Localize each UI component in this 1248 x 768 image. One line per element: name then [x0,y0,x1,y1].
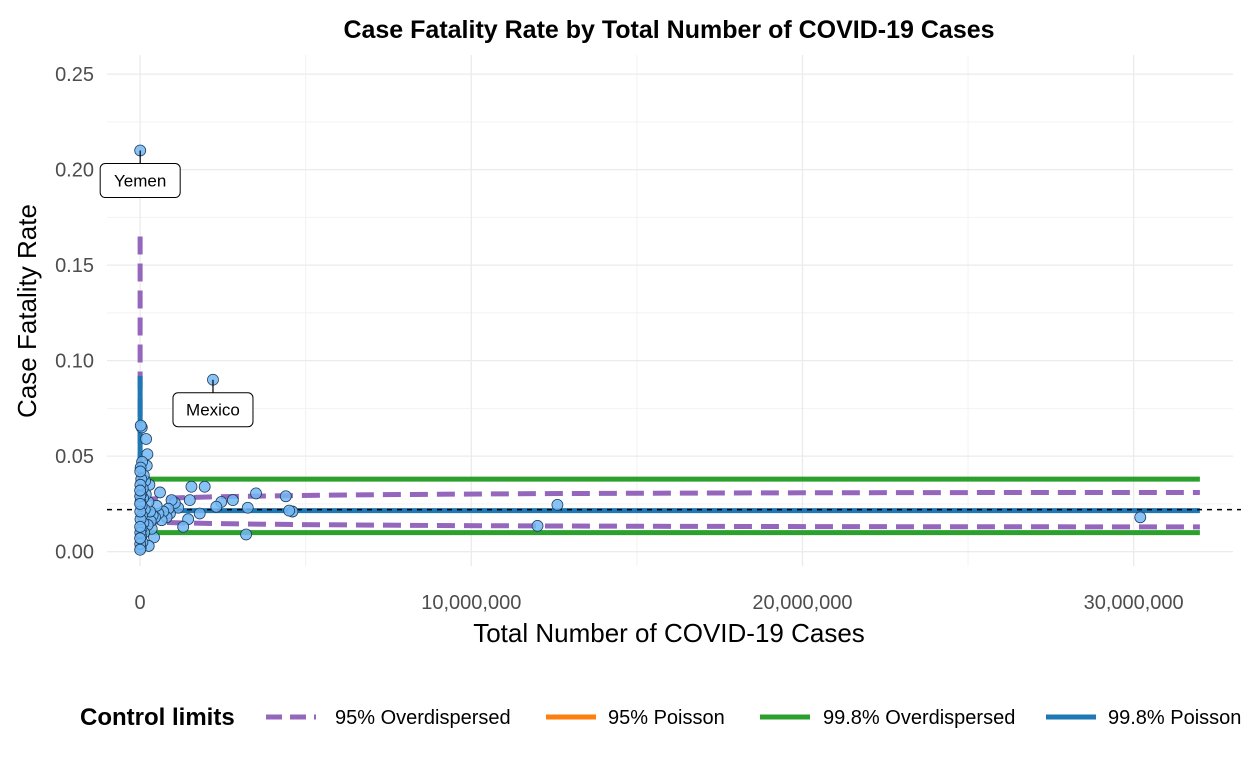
data-point [134,520,147,533]
x-tick-label: 20,000,000 [752,592,852,614]
data-point [240,528,252,541]
data-point [134,484,147,497]
y-tick-label: 0.25 [55,64,94,86]
legend-title: Control limits [80,704,235,731]
data-point [154,486,166,499]
grid-major [107,55,1233,566]
x-tick-label: 10,000,000 [421,592,521,614]
legend-label: 99.8% Poisson [1108,707,1241,729]
data-point [551,498,564,511]
y-tick-label: 0.20 [55,160,94,182]
legend-label: 95% Overdispersed [335,707,511,729]
limit-95-overdispersed-lower [138,518,1200,530]
y-axis-title: Case Fatality Rate [12,204,42,418]
x-axis-ticks: 0 10,000,000 20,000,000 30,000,000 [135,592,1184,614]
data-point [241,501,254,514]
legend-label: 99.8% Overdispersed [823,707,1015,729]
data-point [134,543,147,556]
annotation-box [172,392,254,428]
data-point [134,498,147,510]
data-point [279,490,292,503]
y-tick-label: 0.00 [55,542,94,564]
data-point [193,507,206,520]
legend-label: 95% Poisson [608,707,725,729]
data-point [134,532,147,545]
annotation-label: Mexico [186,401,240,420]
data-point [140,433,152,445]
y-axis-ticks: 0.00 0.05 0.10 0.15 0.20 0.25 [55,64,94,564]
data-point [134,419,147,432]
data-point [250,487,262,500]
data-point [531,519,544,532]
y-tick-label: 0.05 [55,446,94,468]
grid-minor [107,55,1233,566]
data-point [185,480,198,493]
x-tick-label: 30,000,000 [1084,592,1184,614]
annotation-label: Yemen [114,172,166,191]
x-axis-title: Total Number of COVID-19 Cases [473,618,865,648]
data-point [1134,511,1147,524]
annotations: Yemen Mexico [99,150,254,428]
data-point [198,480,211,493]
data-point [283,504,296,517]
data-point [134,465,147,478]
limit-95-overdispersed-upper [138,489,1200,503]
y-tick-label: 0.10 [55,351,94,373]
data-point [177,520,190,533]
control-limit-lines [107,236,1241,536]
chart-title: Case Fatality Rate by Total Number of CO… [343,16,994,44]
data-point [226,494,239,506]
y-tick-label: 0.15 [55,255,94,277]
data-point [210,500,223,513]
annotation-box [99,163,181,199]
data-point [183,494,196,506]
x-tick-label: 0 [135,592,146,614]
legend: Control limits 95% Overdispersed 95% Pois… [80,704,1241,731]
